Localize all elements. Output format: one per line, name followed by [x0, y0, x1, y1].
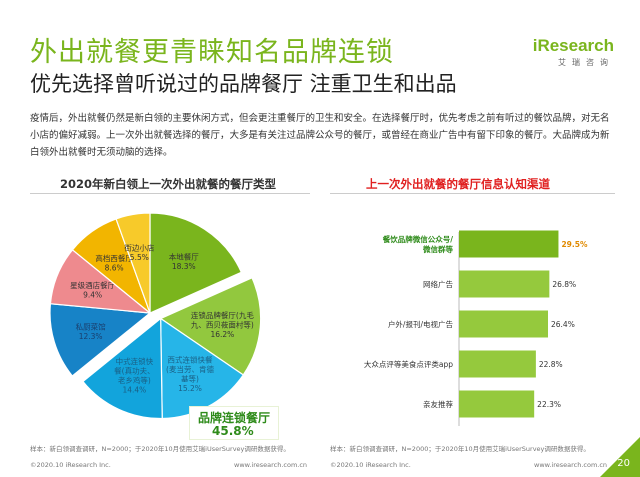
bar-category-label: 户外/报刊/电视广告 — [388, 319, 454, 329]
pie-slice — [49, 303, 152, 377]
page-title: 外出就餐更青睐知名品牌连锁 — [30, 37, 394, 68]
bar-value-label: 29.5% — [561, 240, 588, 249]
bar-category-label: 网络广告 — [423, 279, 453, 289]
bar-source-note: 样本：新白领调查调研，N=2000；于2020年10月使用艾瑞iUserSurv… — [330, 445, 590, 453]
bar-category-label: 亲友推荐 — [423, 399, 453, 409]
pie-slice-label: 西式连锁快餐(麦当劳、肯德基等) 15.2% — [166, 355, 214, 394]
bar-value-label: 26.4% — [551, 320, 575, 329]
footer-copyright-right: ©2020.10 iResearch Inc. — [330, 461, 411, 469]
pie-slice-label: 星级酒店餐厅 9.4% — [70, 280, 115, 300]
brand-chain-callout: 品牌连锁餐厅 45.8% — [189, 406, 279, 440]
pie-slice-label: 本地餐厅 18.3% — [169, 251, 199, 271]
intro-paragraph: 疫情后，外出就餐仍然是新白领的主要休闲方式，但会更注重餐厅的卫生和安全。在选择餐… — [30, 113, 610, 158]
logo-text: iResearch — [532, 36, 614, 55]
bar-value-label: 26.8% — [552, 280, 576, 289]
pie-slice-label: 私厨菜馆 12.3% — [76, 321, 106, 341]
footer-copyright-left: ©2020.10 iResearch Inc. — [30, 461, 111, 469]
pie-slice-label: 连锁品牌餐厅(九毛九、西贝莜面村等) 16.2% — [191, 310, 254, 339]
bar — [459, 230, 559, 258]
pie-slice — [115, 212, 151, 314]
footer-url-right: www.iresearch.com.cn — [534, 461, 608, 469]
bar — [459, 390, 535, 418]
bar-value-label: 22.3% — [537, 400, 561, 409]
footer-url-left: www.iresearch.com.cn — [234, 461, 308, 469]
pie-title-divider — [30, 193, 310, 194]
pie-source-note: 样本：新白领调查调研，N=2000；于2020年10月使用艾瑞iUserSurv… — [30, 445, 290, 453]
iresearch-logo: iResearch 艾瑞咨询 — [524, 36, 614, 68]
callout-label: 品牌连锁餐厅 — [198, 411, 271, 425]
bar-category-label: 餐饮品牌微信公众号/微信群等 — [382, 234, 454, 254]
callout-value: 45.8% — [212, 424, 254, 438]
bar-category-label: 大众点评等美食点评类app — [364, 359, 453, 369]
bar — [459, 350, 536, 378]
bar-chart-title: 上一次外出就餐的餐厅信息认知渠道 — [366, 177, 550, 191]
pie-slice — [149, 212, 243, 314]
pie-slice — [82, 317, 163, 420]
page-number: 20 — [617, 458, 630, 469]
pie-slice-label: 中式连锁快餐(真功夫、老乡鸡等) 14.4% — [114, 356, 154, 395]
pie-slice-label: 街边小店 5.5% — [124, 242, 154, 261]
corner-accent — [600, 437, 640, 477]
bar — [459, 310, 549, 338]
pie-slice — [159, 276, 262, 376]
pie-chart-title: 2020年新白领上一次外出就餐的餐厅类型 — [60, 177, 277, 191]
bar — [459, 270, 550, 298]
bar-value-label: 22.8% — [539, 360, 563, 369]
page-subtitle: 优先选择曾听说过的品牌餐厅 注重卫生和出品 — [30, 72, 457, 96]
pie-slice-label: 高档西餐厅 8.6% — [95, 253, 133, 273]
bar-title-divider — [330, 193, 615, 194]
logo-subtext: 艾瑞咨询 — [558, 58, 614, 67]
